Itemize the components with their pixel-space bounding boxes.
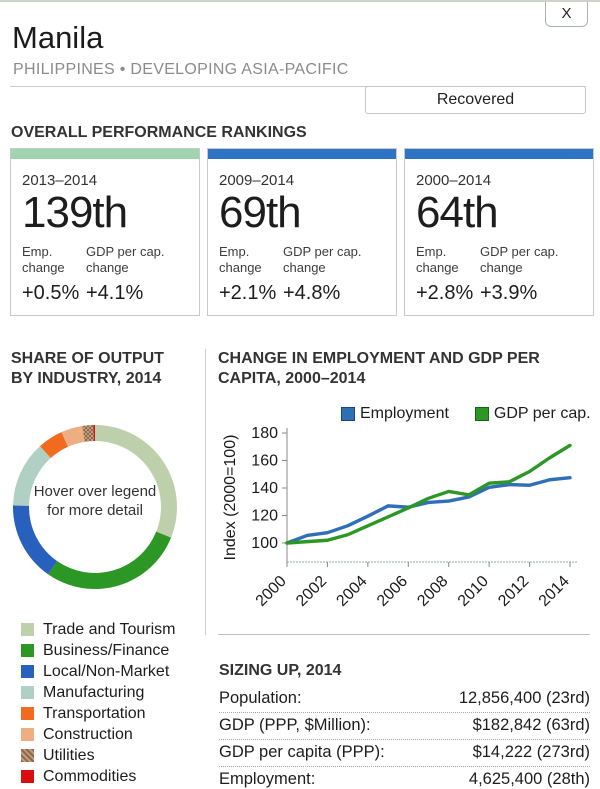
x-tick-label: 2008 <box>414 573 451 610</box>
gdp-change-value: +3.9% <box>480 282 538 305</box>
emp-change-label: Emp. change <box>22 243 65 275</box>
card-rank: 69th <box>219 188 302 237</box>
legend-item-trade[interactable]: Trade and Tourism <box>21 619 176 640</box>
legend-item-local[interactable]: Local/Non-Market <box>21 661 176 682</box>
status-badge[interactable]: Recovered <box>365 86 586 114</box>
donut-slice-construction[interactable] <box>61 426 85 447</box>
table-row-population: Population: 12,856,400 (23rd) <box>219 686 590 713</box>
donut-slice-manufacturing[interactable] <box>13 446 51 506</box>
legend-item-transportation[interactable]: Transportation <box>21 703 176 724</box>
close-button[interactable]: X <box>545 2 588 27</box>
line-chart-legend: Employment GDP per cap. <box>341 405 591 423</box>
gdp-change-label: GDP per cap. change <box>480 243 559 275</box>
transportation-swatch <box>21 707 34 720</box>
manufacturing-swatch <box>21 686 34 699</box>
x-tick-label: 2014 <box>536 573 573 610</box>
legend-item-utilities[interactable]: Utilities <box>21 745 176 766</box>
card-period: 2013–2014 <box>22 172 98 189</box>
sizing-divider <box>218 634 590 635</box>
legend-item-commodities[interactable]: Commodities <box>21 766 176 787</box>
business-swatch <box>21 644 34 657</box>
column-divider <box>205 349 206 635</box>
emp-change-label: Emp. change <box>219 243 262 275</box>
x-tick-label: 2002 <box>293 573 330 610</box>
local-swatch <box>21 665 34 678</box>
trade-swatch <box>21 623 34 636</box>
emp-change-value: +2.1% <box>219 282 277 305</box>
emp-change-label: Emp. change <box>416 243 459 275</box>
card-accent-bar <box>208 149 396 159</box>
table-row-employment: Employment: 4,625,400 (28th) <box>219 767 590 789</box>
card-rank: 64th <box>416 188 499 237</box>
donut-slice-business-finance[interactable] <box>48 531 172 589</box>
y-tick-label: 120 <box>251 508 278 525</box>
legend-item-employment[interactable]: Employment <box>341 405 449 423</box>
emp-change-value: +2.8% <box>416 282 474 305</box>
card-accent-bar <box>11 149 199 159</box>
ranking-card-2009-2014: 2009–2014 69th Emp. change +2.1% GDP per… <box>207 148 397 316</box>
table-row-gdp: GDP (PPP, $Million): $182,842 (63rd) <box>219 713 590 740</box>
employment-swatch <box>341 407 355 421</box>
card-accent-bar <box>405 149 593 159</box>
legend-item-business[interactable]: Business/Finance <box>21 640 176 661</box>
rankings-section-title: OVERALL PERFORMANCE RANKINGS <box>11 124 307 141</box>
legend-item-manufacturing[interactable]: Manufacturing <box>21 682 176 703</box>
page-subtitle: PHILIPPINES • DEVELOPING ASIA-PACIFIC <box>13 61 349 78</box>
series-gdp-per-cap-[interactable] <box>285 443 572 545</box>
industry-donut-chart[interactable] <box>9 419 181 595</box>
donut-slice-utilities[interactable] <box>82 425 94 442</box>
card-period: 2009–2014 <box>219 172 295 189</box>
gdp-per-cap-swatch <box>474 407 489 421</box>
card-rank: 139th <box>22 188 128 237</box>
x-tick-label: 2006 <box>374 573 411 610</box>
y-axis-label: Index (2000=100) <box>222 435 239 561</box>
page-title: Manila <box>12 20 104 55</box>
series-employment[interactable] <box>285 475 572 545</box>
industry-legend: Trade and Tourism Business/Finance Local… <box>21 619 176 787</box>
card-period: 2000–2014 <box>416 172 492 189</box>
gdp-change-value: +4.8% <box>283 282 341 305</box>
construction-swatch <box>21 728 34 741</box>
ranking-card-2013-2014: 2013–2014 139th Emp. change +0.5% GDP pe… <box>10 148 200 316</box>
commodities-swatch <box>21 770 34 783</box>
utilities-swatch <box>21 749 34 762</box>
emp-change-value: +0.5% <box>22 282 80 305</box>
sizing-section-title: SIZING UP, 2014 <box>219 662 342 679</box>
donut-slice-local-non-market[interactable] <box>12 505 58 575</box>
gdp-change-label: GDP per cap. change <box>283 243 362 275</box>
x-tick-label: 2000 <box>253 573 290 610</box>
ranking-card-2000-2014: 2000–2014 64th Emp. change +2.8% GDP per… <box>404 148 594 316</box>
gdp-change-label: GDP per cap. change <box>86 243 165 275</box>
y-tick-label: 100 <box>251 535 278 552</box>
employment-section-title: CHANGE IN EMPLOYMENT AND GDP PER CAPITA,… <box>218 350 540 387</box>
legend-item-gdp-per-cap[interactable]: GDP per cap. <box>474 405 591 423</box>
industry-section-title: SHARE OF OUTPUT BY INDUSTRY, 2014 <box>11 350 164 387</box>
ranking-cards-row: 2013–2014 139th Emp. change +0.5% GDP pe… <box>10 148 594 316</box>
table-row-gdp-per-capita: GDP per capita (PPP): $14,222 (273rd) <box>219 740 590 767</box>
sizing-table: Population: 12,856,400 (23rd) GDP (PPP, … <box>219 686 590 789</box>
donut-slice-transportation[interactable] <box>40 432 69 459</box>
x-tick-label: 2004 <box>333 573 370 610</box>
x-tick-label: 2010 <box>455 573 492 610</box>
donut-slice-trade-and-tourism[interactable] <box>95 425 178 538</box>
x-tick-label: 2012 <box>495 573 532 610</box>
y-tick-label: 180 <box>251 425 278 442</box>
y-tick-label: 160 <box>251 453 278 470</box>
header-divider <box>10 86 586 87</box>
donut-center-note: Hover over legend for more detail <box>33 483 157 519</box>
y-tick-label: 140 <box>251 480 278 497</box>
gdp-change-value: +4.1% <box>86 282 144 305</box>
donut-slice-commodities[interactable] <box>93 425 95 442</box>
legend-item-construction[interactable]: Construction <box>21 724 176 745</box>
